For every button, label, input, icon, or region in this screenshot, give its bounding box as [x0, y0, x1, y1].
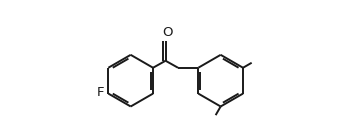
Text: F: F: [97, 86, 104, 99]
Text: O: O: [162, 26, 173, 39]
